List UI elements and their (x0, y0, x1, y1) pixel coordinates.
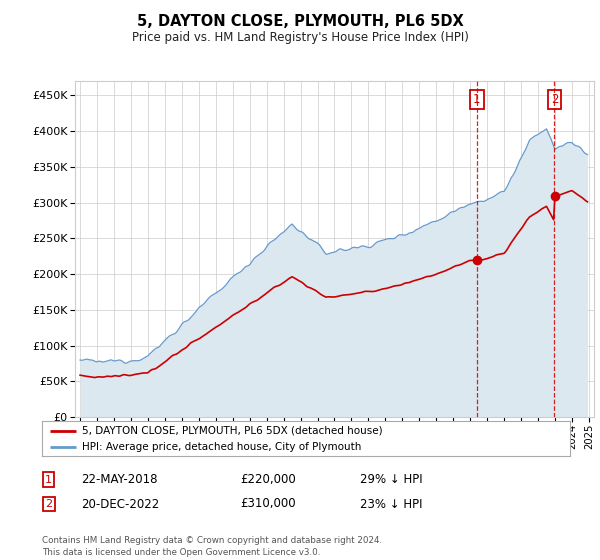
Text: 23% ↓ HPI: 23% ↓ HPI (360, 497, 422, 511)
Text: 29% ↓ HPI: 29% ↓ HPI (360, 473, 422, 487)
Text: Contains HM Land Registry data © Crown copyright and database right 2024.
This d: Contains HM Land Registry data © Crown c… (42, 536, 382, 557)
Text: 20-DEC-2022: 20-DEC-2022 (81, 497, 159, 511)
Text: 2: 2 (45, 499, 52, 509)
Text: £310,000: £310,000 (240, 497, 296, 511)
Text: Price paid vs. HM Land Registry's House Price Index (HPI): Price paid vs. HM Land Registry's House … (131, 31, 469, 44)
Text: 2: 2 (551, 92, 558, 106)
Text: 5, DAYTON CLOSE, PLYMOUTH, PL6 5DX: 5, DAYTON CLOSE, PLYMOUTH, PL6 5DX (137, 14, 463, 29)
Text: 1: 1 (45, 475, 52, 485)
Text: HPI: Average price, detached house, City of Plymouth: HPI: Average price, detached house, City… (82, 442, 361, 452)
Text: 5, DAYTON CLOSE, PLYMOUTH, PL6 5DX (detached house): 5, DAYTON CLOSE, PLYMOUTH, PL6 5DX (deta… (82, 426, 382, 436)
Text: 1: 1 (473, 92, 481, 106)
Text: 22-MAY-2018: 22-MAY-2018 (81, 473, 157, 487)
Text: £220,000: £220,000 (240, 473, 296, 487)
